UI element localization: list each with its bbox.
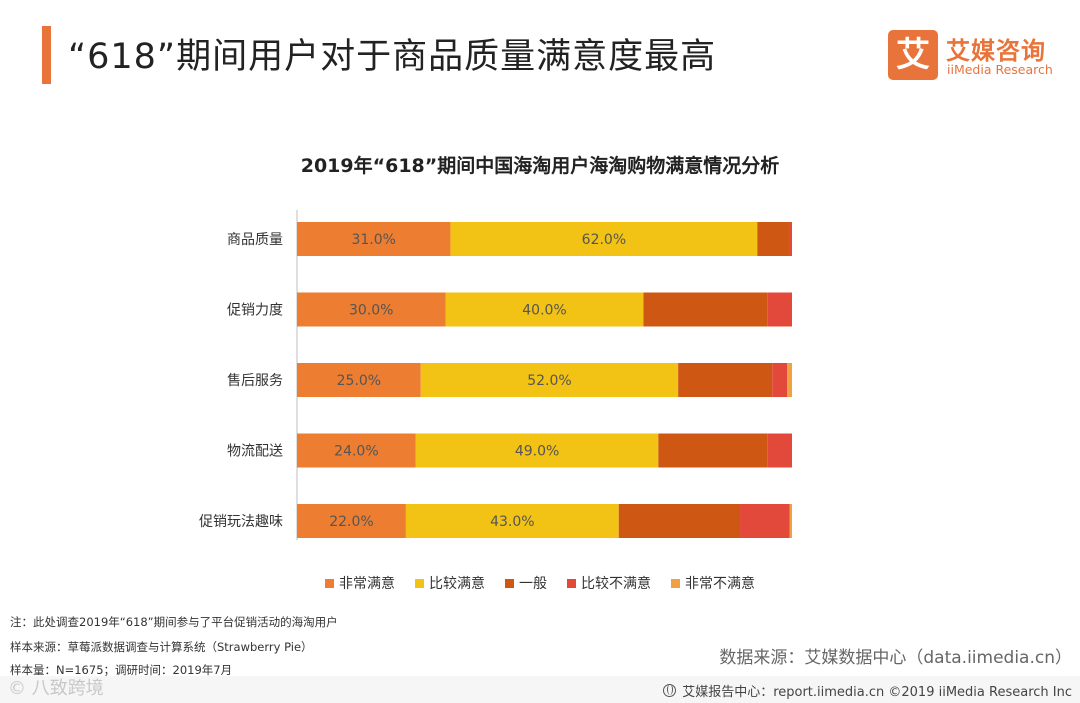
bar-segment xyxy=(740,504,790,538)
bar-segment xyxy=(767,433,792,468)
legend-item: 比较不满意 xyxy=(567,573,651,593)
bar-segment xyxy=(772,363,788,397)
bar-segment xyxy=(445,292,644,327)
bar-segment xyxy=(757,222,790,256)
data-label: 43.0% xyxy=(490,514,534,530)
bar-segment xyxy=(767,292,792,327)
legend-label: 非常不满意 xyxy=(685,576,755,592)
bar-segment xyxy=(420,363,679,397)
bar-segment xyxy=(297,433,416,468)
bar-segment xyxy=(643,292,768,327)
data-label: 30.0% xyxy=(349,303,393,319)
category-label: 物流配送 xyxy=(227,444,283,460)
data-label: 31.0% xyxy=(351,232,395,248)
footer-credit: 艾媒报告中心：report.iimedia.cn ©2019 iiMedia R… xyxy=(663,681,1072,700)
bar-segment xyxy=(297,292,446,327)
sample-source-note: 样本来源：草莓派数据调查与计算系统（Strawberry Pie） xyxy=(10,640,313,654)
category-label: 促销力度 xyxy=(227,303,283,319)
bar-segment xyxy=(297,222,451,256)
globe-icon xyxy=(663,684,677,697)
bar-segment xyxy=(415,433,659,468)
data-label: 49.0% xyxy=(515,444,559,460)
page-title: “618”期间用户对于商品质量满意度最高 xyxy=(68,37,717,77)
category-label: 促销玩法趣味 xyxy=(199,514,283,530)
bar-segment xyxy=(658,433,768,468)
bar-segment xyxy=(789,222,792,256)
data-label: 52.0% xyxy=(527,373,571,389)
category-label: 商品质量 xyxy=(227,232,283,248)
legend-label: 一般 xyxy=(519,576,547,592)
category-label: 售后服务 xyxy=(227,373,283,389)
bar-segment xyxy=(297,504,406,538)
legend-item: 非常不满意 xyxy=(671,573,755,593)
title-accent-bar xyxy=(42,26,51,84)
legend-label: 比较满意 xyxy=(429,576,485,592)
sample-size-note: 样本量：N=1675；调研时间：2019年7月 xyxy=(10,663,233,677)
bar-segment xyxy=(787,363,792,397)
data-label: 25.0% xyxy=(337,373,381,389)
bar-segment xyxy=(450,222,758,256)
legend-item: 比较满意 xyxy=(415,573,485,593)
bar-segment xyxy=(297,363,421,397)
iimedia-logo: 艾 艾媒咨询 iiMedia Research xyxy=(888,30,1063,82)
data-label: 24.0% xyxy=(334,444,378,460)
legend-swatch xyxy=(567,578,576,588)
legend-swatch xyxy=(325,578,334,588)
bar-segment xyxy=(405,504,619,538)
logo-chinese-name: 艾媒咨询 xyxy=(946,37,1046,65)
data-source: 数据来源：艾媒数据中心（data.iimedia.cn） xyxy=(719,648,1072,668)
chart-legend: 非常满意 比较满意 一般 比较不满意 非常不满意 xyxy=(0,573,1080,593)
data-label: 62.0% xyxy=(582,232,626,248)
legend-label: 比较不满意 xyxy=(581,576,651,592)
legend-swatch xyxy=(505,578,514,588)
legend-swatch xyxy=(671,578,680,588)
logo-mark: 艾 xyxy=(888,30,938,80)
data-label: 22.0% xyxy=(329,514,373,530)
watermark: © 八致跨境 xyxy=(8,678,104,699)
chart-title: 2019年“618”期间中国海淘用户海淘购物满意情况分析 xyxy=(300,155,780,177)
survey-note: 注：此处调查2019年“618”期间参与了平台促销活动的海淘用户 xyxy=(10,615,338,629)
footer-band xyxy=(0,676,1080,703)
bar-segment xyxy=(789,504,792,538)
footer-text: 艾媒报告中心：report.iimedia.cn ©2019 iiMedia R… xyxy=(682,685,1072,700)
bar-segment xyxy=(618,504,741,538)
legend-swatch xyxy=(415,578,424,588)
legend-item: 非常满意 xyxy=(325,573,395,593)
bar-segment xyxy=(678,363,773,397)
legend-label: 非常满意 xyxy=(339,576,395,592)
data-label: 40.0% xyxy=(522,303,566,319)
logo-english-name: iiMedia Research xyxy=(947,62,1053,77)
legend-item: 一般 xyxy=(505,573,547,593)
